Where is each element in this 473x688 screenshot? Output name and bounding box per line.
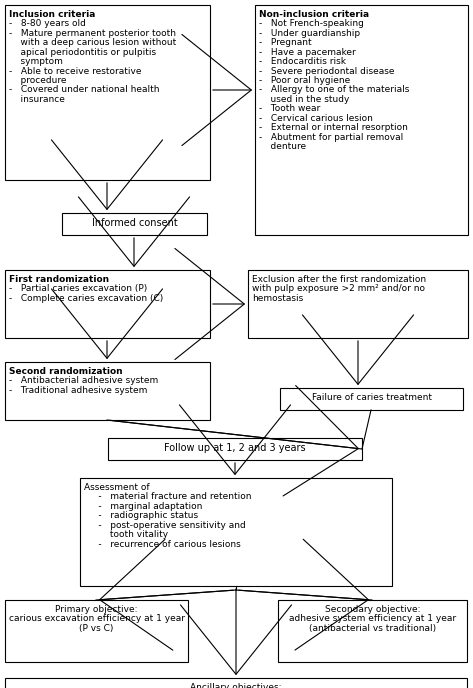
Text: with a deep carious lesion without: with a deep carious lesion without — [9, 39, 176, 47]
Text: Assessment of: Assessment of — [84, 483, 149, 492]
Text: (antibacterial vs traditional): (antibacterial vs traditional) — [309, 624, 436, 633]
Text: -   Not French-speaking: - Not French-speaking — [259, 19, 364, 28]
Text: Exclusion after the first randomization: Exclusion after the first randomization — [252, 275, 426, 284]
Bar — [5, 362, 210, 420]
Bar — [5, 678, 467, 688]
Text: insurance: insurance — [9, 95, 65, 104]
Text: -   Pregnant: - Pregnant — [259, 39, 312, 47]
Text: carious excavation efficiency at 1 year: carious excavation efficiency at 1 year — [9, 614, 184, 623]
Text: -   Complete caries excavation (C): - Complete caries excavation (C) — [9, 294, 163, 303]
Text: -   Able to receive restorative: - Able to receive restorative — [9, 67, 141, 76]
Text: used in the study: used in the study — [259, 95, 350, 104]
Text: First randomization: First randomization — [9, 275, 109, 284]
Bar — [278, 600, 467, 662]
Text: -   Endocarditis risk: - Endocarditis risk — [259, 57, 346, 66]
Text: -   Partial caries excavation (P): - Partial caries excavation (P) — [9, 284, 147, 293]
Text: Informed consent: Informed consent — [92, 218, 177, 228]
Text: with pulp exposure >2 mm² and/or no: with pulp exposure >2 mm² and/or no — [252, 284, 425, 293]
Bar — [5, 600, 188, 662]
Text: hemostasis: hemostasis — [252, 294, 303, 303]
Bar — [80, 478, 392, 586]
Text: Second randomization: Second randomization — [9, 367, 123, 376]
Text: -   material fracture and retention: - material fracture and retention — [84, 493, 252, 502]
Text: tooth vitality: tooth vitality — [84, 530, 168, 539]
Text: -   Covered under national health: - Covered under national health — [9, 85, 159, 94]
Text: Failure of caries treatment: Failure of caries treatment — [312, 393, 431, 402]
Text: -   Traditional adhesive system: - Traditional adhesive system — [9, 386, 148, 395]
Text: -   post-operative sensitivity and: - post-operative sensitivity and — [84, 521, 246, 530]
Text: adhesive system efficiency at 1 year: adhesive system efficiency at 1 year — [289, 614, 456, 623]
Text: -   Abutment for partial removal: - Abutment for partial removal — [259, 133, 403, 142]
Text: denture: denture — [259, 142, 306, 151]
Text: -   marginal adaptation: - marginal adaptation — [84, 502, 202, 511]
Bar — [5, 270, 210, 338]
Text: -   Severe periodontal disease: - Severe periodontal disease — [259, 67, 394, 76]
Bar — [280, 388, 463, 410]
Text: -   Mature permanent posterior tooth: - Mature permanent posterior tooth — [9, 29, 176, 38]
Text: Ancillary objectives:: Ancillary objectives: — [190, 683, 282, 688]
Text: Primary objective:: Primary objective: — [55, 605, 138, 614]
Bar — [62, 213, 207, 235]
Bar — [5, 5, 210, 180]
Text: Non-inclusion criteria: Non-inclusion criteria — [259, 10, 369, 19]
Text: -   Poor oral hygiene: - Poor oral hygiene — [259, 76, 350, 85]
Text: -   8-80 years old: - 8-80 years old — [9, 19, 86, 28]
Text: (P vs C): (P vs C) — [79, 624, 114, 633]
Text: Inclusion criteria: Inclusion criteria — [9, 10, 96, 19]
Bar — [108, 438, 362, 460]
Text: apical periodontitis or pulpitis: apical periodontitis or pulpitis — [9, 47, 156, 56]
Text: -   Have a pacemaker: - Have a pacemaker — [259, 47, 356, 56]
Text: symptom: symptom — [9, 57, 63, 66]
Bar — [248, 270, 468, 338]
Text: -   Antibacterial adhesive system: - Antibacterial adhesive system — [9, 376, 158, 385]
Text: -   Tooth wear: - Tooth wear — [259, 105, 320, 114]
Text: -   Allergy to one of the materials: - Allergy to one of the materials — [259, 85, 409, 94]
Text: -   radiographic status: - radiographic status — [84, 511, 198, 520]
Text: -   Under guardianship: - Under guardianship — [259, 29, 360, 38]
Text: -   External or internal resorption: - External or internal resorption — [259, 123, 408, 132]
Text: Follow up at 1, 2 and 3 years: Follow up at 1, 2 and 3 years — [164, 443, 306, 453]
Text: -   recurrence of carious lesions: - recurrence of carious lesions — [84, 539, 241, 548]
Text: -   Cervical carious lesion: - Cervical carious lesion — [259, 114, 373, 122]
Text: procedure: procedure — [9, 76, 67, 85]
Text: Secondary objective:: Secondary objective: — [325, 605, 420, 614]
Bar — [255, 5, 468, 235]
